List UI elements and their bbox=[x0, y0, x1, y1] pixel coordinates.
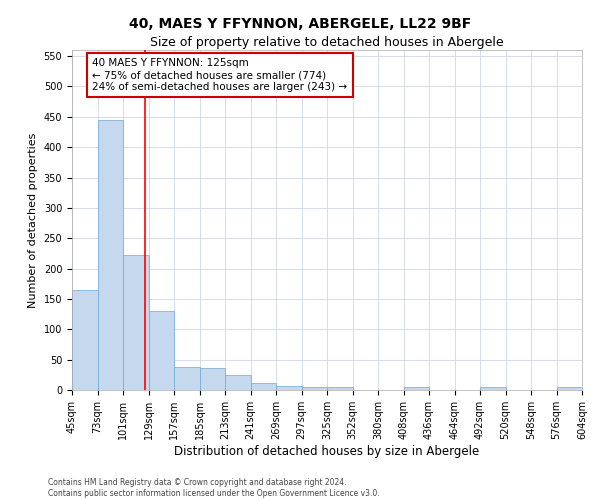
Bar bbox=[302, 387, 327, 390]
Text: 40 MAES Y FFYNNON: 125sqm
← 75% of detached houses are smaller (774)
24% of semi: 40 MAES Y FFYNNON: 125sqm ← 75% of detac… bbox=[92, 58, 347, 92]
Bar bbox=[225, 375, 251, 390]
Bar bbox=[149, 311, 174, 390]
Text: 40, MAES Y FFYNNON, ABERGELE, LL22 9BF: 40, MAES Y FFYNNON, ABERGELE, LL22 9BF bbox=[129, 18, 471, 32]
Bar bbox=[404, 387, 429, 390]
Title: Size of property relative to detached houses in Abergele: Size of property relative to detached ho… bbox=[150, 36, 504, 49]
Bar bbox=[199, 368, 225, 390]
Bar bbox=[97, 120, 123, 390]
Bar bbox=[276, 386, 302, 390]
X-axis label: Distribution of detached houses by size in Abergele: Distribution of detached houses by size … bbox=[175, 444, 479, 458]
Text: Contains HM Land Registry data © Crown copyright and database right 2024.
Contai: Contains HM Land Registry data © Crown c… bbox=[48, 478, 380, 498]
Y-axis label: Number of detached properties: Number of detached properties bbox=[28, 132, 38, 308]
Bar bbox=[123, 255, 149, 390]
Bar bbox=[174, 367, 199, 390]
Bar bbox=[251, 384, 276, 390]
Bar bbox=[72, 290, 97, 390]
Bar bbox=[327, 387, 353, 390]
Bar bbox=[557, 387, 582, 390]
Bar bbox=[480, 387, 505, 390]
